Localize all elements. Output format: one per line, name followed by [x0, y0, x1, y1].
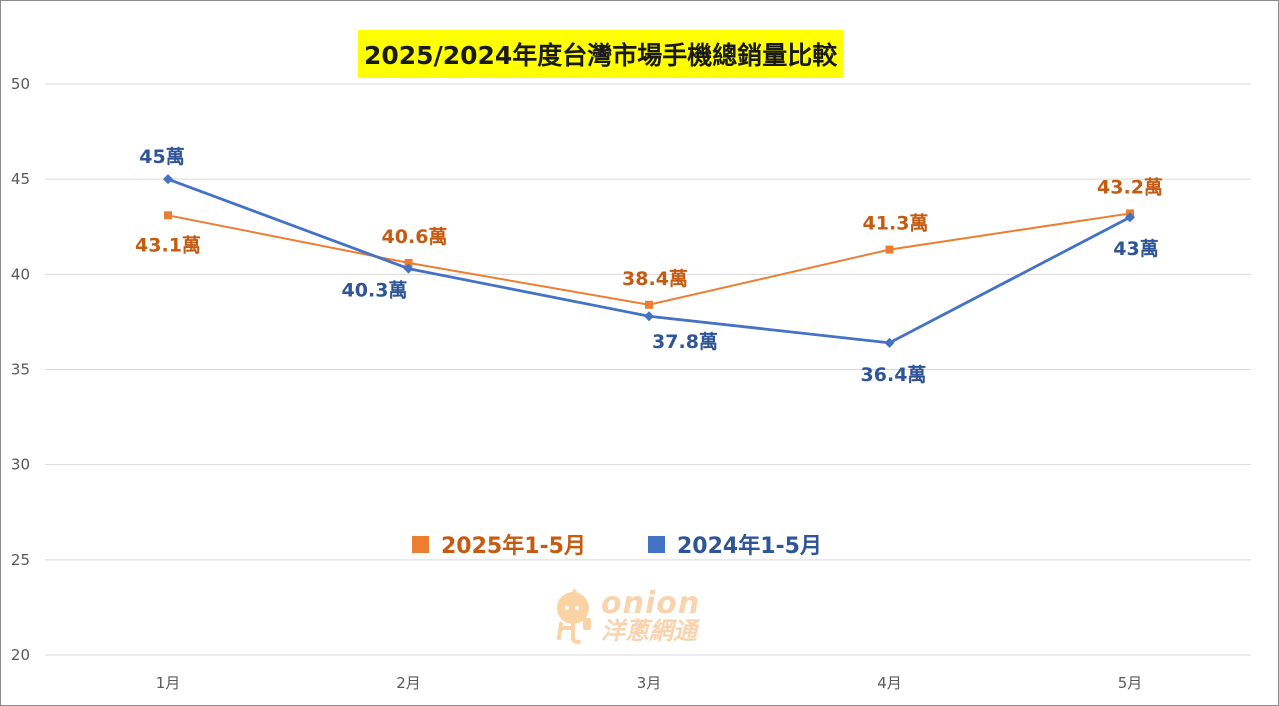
data-point-2024: [403, 263, 414, 274]
chart-title: 2025/2024年度台灣市場手機總銷量比較: [358, 30, 844, 78]
y-tick-label: 50: [11, 75, 30, 93]
chart-title-text: 2025/2024年度台灣市場手機總銷量比較: [364, 41, 838, 70]
data-point-2024: [644, 311, 654, 322]
y-tick-label: 30: [11, 456, 30, 474]
data-label-2025: 41.3萬: [863, 213, 929, 235]
data-label-2024: 36.4萬: [861, 364, 927, 386]
data-label-2025: 38.4萬: [622, 268, 688, 290]
x-tick-label: 2月: [396, 674, 421, 692]
data-label-2024: 37.8萬: [652, 331, 718, 353]
y-tick-label: 40: [11, 265, 30, 283]
data-point-2024: [884, 337, 895, 348]
y-tick-label: 45: [11, 170, 30, 188]
x-tick-label: 1月: [156, 674, 181, 692]
data-point-2024: [163, 174, 173, 185]
data-label-2025: 43.2萬: [1097, 176, 1163, 198]
legend-item-2024: 2024年1-5月: [647, 528, 822, 560]
legend-item-2025: 2025年1-5月: [412, 528, 586, 560]
data-label-2025: 43.1萬: [135, 234, 201, 256]
legend: 2025年1-5月 2024年1-5月: [412, 528, 822, 560]
data-point-2025: [645, 300, 653, 309]
data-point-2025: [404, 258, 413, 267]
y-tick-label: 25: [11, 551, 30, 569]
x-tick-label: 5月: [1118, 674, 1143, 692]
data-point-2024: [1125, 212, 1135, 223]
data-point-2025: [164, 211, 172, 220]
legend-swatch-2024: [647, 535, 665, 553]
data-label-2024: 45萬: [139, 146, 184, 168]
legend-swatch-2025: [412, 535, 429, 553]
onion-mascot-icon: [553, 588, 597, 644]
y-tick-label: 35: [11, 361, 30, 379]
y-tick-label: 20: [11, 646, 30, 664]
watermark-brand: onion: [601, 586, 701, 621]
data-label-2024: 40.3萬: [342, 280, 408, 302]
legend-label-2024: 2024年1-5月: [676, 534, 822, 559]
legend-label-2025: 2025年1-5月: [441, 534, 586, 559]
watermark-brand-cn: 洋蔥網通: [601, 617, 697, 645]
x-tick-label: 4月: [877, 674, 902, 692]
x-tick-label: 3月: [637, 674, 662, 692]
onion-watermark: onion 洋蔥網通: [553, 588, 700, 644]
data-label-2024: 43萬: [1113, 238, 1158, 260]
data-label-2025: 40.6萬: [382, 226, 448, 248]
data-point-2025: [885, 245, 894, 254]
